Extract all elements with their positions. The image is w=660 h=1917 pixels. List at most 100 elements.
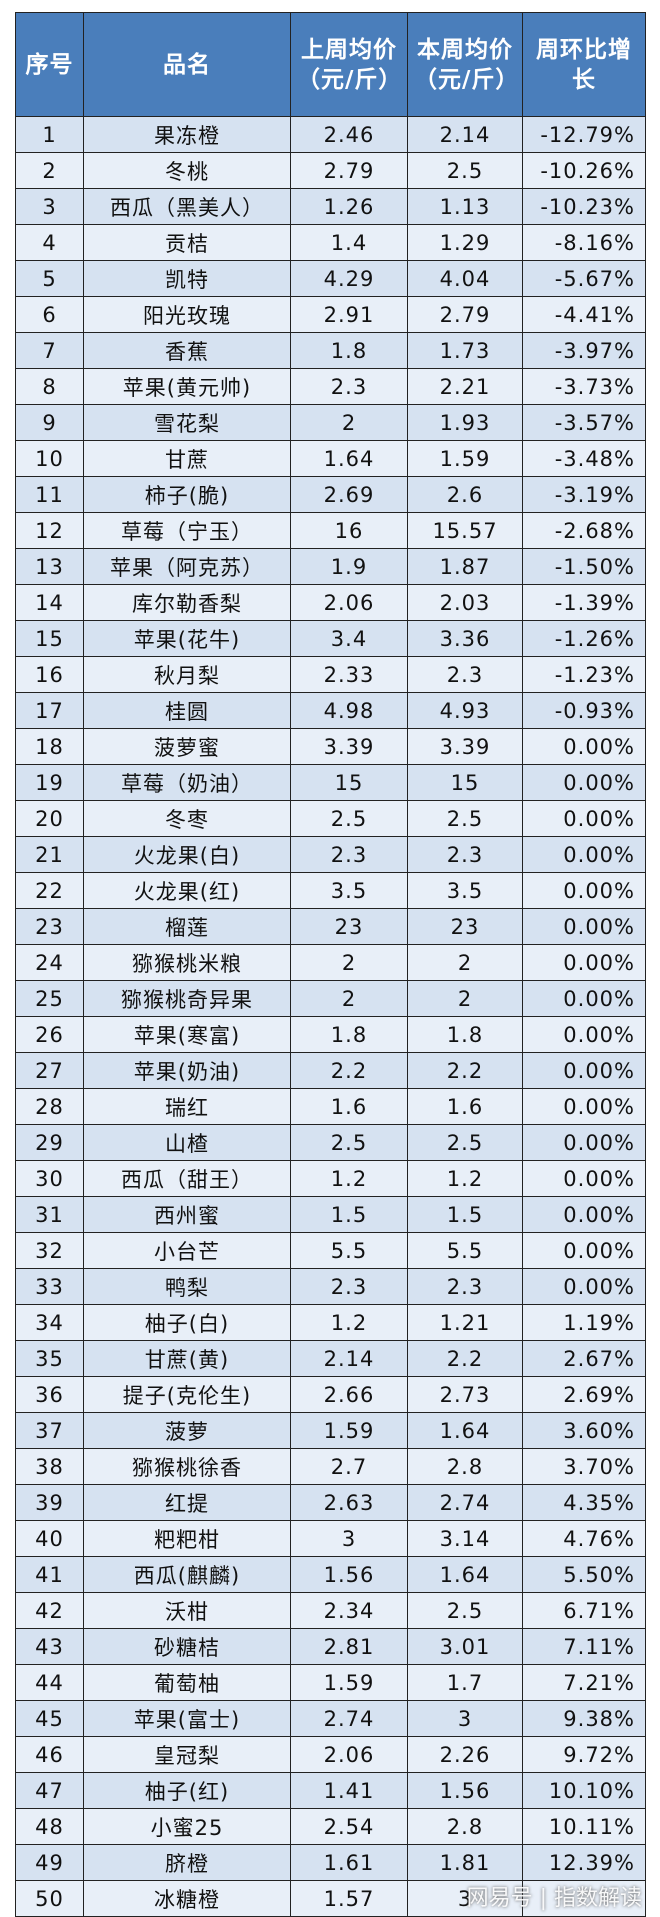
table-cell: 皇冠梨 [83,1736,291,1773]
table-cell: 0.00% [522,836,646,873]
table-cell: 2.79 [290,152,408,189]
table-cell: 3 [290,1520,408,1557]
table-cell: 3.39 [407,728,523,765]
table-cell: 3.39 [290,728,408,765]
table-cell: 41 [15,1556,84,1593]
table-cell: 0.00% [522,1124,646,1161]
table-cell: 4.35% [522,1484,646,1521]
table-cell: 2.5 [407,800,523,837]
table-cell: 0.00% [522,1160,646,1197]
table-cell: 2.21 [407,368,523,405]
table-cell: 2.5 [290,800,408,837]
table-cell: 24 [15,944,84,981]
table-cell: 2.79 [407,296,523,333]
table-cell: 1.26 [290,188,408,225]
table-cell: 50 [15,1880,84,1917]
table-cell: 10 [15,440,84,477]
table-cell: 苹果（阿克苏） [83,548,291,585]
table-cell: 苹果(富士) [83,1700,291,1737]
table-cell: 0.00% [522,764,646,801]
table-cell: 1.6 [290,1088,408,1125]
table-cell: 9.38% [522,1700,646,1737]
table-cell: 1.8 [407,1016,523,1053]
table-cell: 1.5 [407,1196,523,1233]
table-cell: 10.11% [522,1808,646,1845]
table-cell: 冬枣 [83,800,291,837]
table-cell: 32 [15,1232,84,1269]
table-cell: 小蜜25 [83,1808,291,1845]
table-cell: 29 [15,1124,84,1161]
table-cell: 14 [15,584,84,621]
table-cell: 1.9 [290,548,408,585]
table-cell: 36 [15,1376,84,1413]
table-cell: 2 [407,980,523,1017]
table-cell: 1.21 [407,1304,523,1341]
table-cell: 6 [15,296,84,333]
table-cell: 2.63 [290,1484,408,1521]
table-cell: 冰糖橙 [83,1880,291,1917]
table-cell: 2.2 [290,1052,408,1089]
watermark: 网易号 | 指数解读 [466,1886,642,1911]
table-cell: 23 [407,908,523,945]
table-cell: 1.93 [407,404,523,441]
table-cell: 鸭梨 [83,1268,291,1305]
table-cell: 0.00% [522,1268,646,1305]
table-cell: 2.3 [290,368,408,405]
table-cell: 5.5 [290,1232,408,1269]
table-cell: 42 [15,1592,84,1629]
table-cell: 香蕉 [83,332,291,369]
table-cell: 49 [15,1844,84,1881]
table-cell: 西州蜜 [83,1196,291,1233]
table-cell: 周环比增长 [522,12,646,117]
table-cell: 苹果(花牛) [83,620,291,657]
table-cell: 0.00% [522,1052,646,1089]
table-cell: 2.3 [407,656,523,693]
table-cell: 2.67% [522,1340,646,1377]
table-cell: 1.8 [290,332,408,369]
table-cell: -0.93% [522,692,646,729]
table-cell: 草莓（奶油） [83,764,291,801]
table-cell: 1.56 [407,1772,523,1809]
table-cell: 2.5 [407,1592,523,1629]
table-cell: 1.5 [290,1196,408,1233]
table-cell: 秋月梨 [83,656,291,693]
table-cell: 1.64 [407,1556,523,1593]
table-cell: 2.5 [290,1124,408,1161]
table-cell: 2.2 [407,1340,523,1377]
table-cell: -1.50% [522,548,646,585]
table-cell: 1.64 [290,440,408,477]
table-cell: 47 [15,1772,84,1809]
table-cell: 3.5 [407,872,523,909]
table-cell: 4 [15,224,84,261]
table-cell: 2.06 [290,1736,408,1773]
table-cell: 1.2 [407,1160,523,1197]
table-cell: 16 [290,512,408,549]
table-cell: 2.34 [290,1592,408,1629]
table-cell: 苹果(黄元帅) [83,368,291,405]
table-cell: 0.00% [522,1232,646,1269]
table-cell: 1.6 [407,1088,523,1125]
table-cell: 2.03 [407,584,523,621]
table-cell: 5 [15,260,84,297]
table-cell: 6.71% [522,1592,646,1629]
table-cell: 凯特 [83,260,291,297]
table-cell: 1.61 [290,1844,408,1881]
table-cell: 16 [15,656,84,693]
table-cell: 48 [15,1808,84,1845]
table-cell: 上周均价（元/斤） [290,12,408,117]
table-cell: 1.59 [407,440,523,477]
table-cell: 31 [15,1196,84,1233]
table-cell: 1.19% [522,1304,646,1341]
table-cell: 0.00% [522,728,646,765]
table-cell: 2.3 [407,836,523,873]
table-cell: 小台芒 [83,1232,291,1269]
table-cell: 3.5 [290,872,408,909]
table-cell: 23 [290,908,408,945]
table-cell: 7 [15,332,84,369]
table-cell: 2.74 [290,1700,408,1737]
table-cell: 2 [290,944,408,981]
table-cell: 3.14 [407,1520,523,1557]
table-cell: 2.91 [290,296,408,333]
table-cell: 2.2 [407,1052,523,1089]
table-cell: 红提 [83,1484,291,1521]
